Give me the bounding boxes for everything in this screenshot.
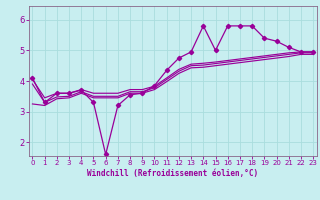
X-axis label: Windchill (Refroidissement éolien,°C): Windchill (Refroidissement éolien,°C)	[87, 169, 258, 178]
